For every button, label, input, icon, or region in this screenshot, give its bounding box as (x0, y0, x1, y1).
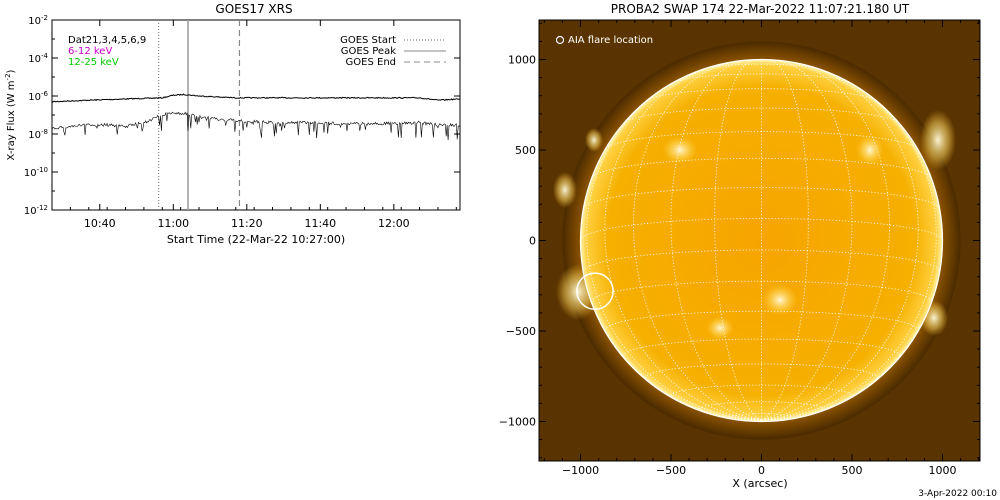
goes-x-tick-label: 11:40 (304, 217, 336, 230)
goes-y-tick-label: 10-2 (28, 14, 48, 27)
aia-flare-location-marker (576, 272, 614, 311)
goes-y-tick-label: 10-6 (28, 90, 48, 103)
goes-legend-label: GOES Peak (341, 46, 396, 57)
latitude-line (646, 88, 877, 101)
longitude-line (586, 76, 762, 421)
swap-y-tick-label: 1000 (508, 54, 536, 67)
longitude-line (580, 240, 762, 421)
swap-y-tick-label: −1000 (499, 415, 536, 428)
latitude-line (605, 131, 918, 149)
latitude-line (644, 363, 879, 379)
goes-y-tick-label: 10-10 (24, 166, 48, 179)
goes-x-tick-label: 12:00 (378, 217, 410, 230)
goes-x-tick-label: 10:40 (84, 217, 116, 230)
swap-x-axis-label: X (arcsec) (732, 477, 787, 490)
goes-event-markers (157, 20, 241, 210)
aia-flare-legend-symbol (555, 35, 565, 45)
longitude-line (633, 60, 762, 421)
goes-title: GOES17 XRS (215, 2, 292, 16)
goes-series-line (51, 93, 461, 103)
swap-x-tick-label: 0 (758, 464, 765, 477)
swap-image: AIA flare location (539, 20, 980, 461)
swap-x-ticks: −1000 −500 0 500 1000 (543, 20, 980, 477)
active-regions (553, 110, 956, 340)
swap-y-tick-label: 0 (529, 235, 536, 248)
swap-y-tick-label: −500 (506, 325, 536, 338)
longitude-line (761, 59, 853, 421)
swap-image-panel: PROBA2 SWAP 174 22-Mar-2022 11:07:21.180… (499, 2, 981, 490)
goes-legend-label: GOES End (346, 57, 396, 68)
goes-series (51, 93, 461, 141)
goes-x-ticks: 10:40 11:00 11:20 11:40 12:00 (51, 20, 457, 230)
latitude-line (670, 384, 853, 397)
longitude-line (714, 59, 762, 421)
goes-y-tick-label: 10-12 (24, 204, 48, 217)
goes-y-tick-label: 10-8 (28, 128, 48, 141)
solar-limb (579, 58, 944, 423)
goes-y-tick-label: 10-4 (28, 52, 48, 65)
goes-series-legend-entry: 12-25 keV (68, 57, 119, 68)
goes-series-line (51, 111, 461, 141)
goes-y-ticks: 10-2 10-4 10-6 10-8 10-10 10-12 (24, 14, 460, 217)
swap-x-tick-label: −500 (656, 464, 686, 477)
goes-x-axis-label: Start Time (22-Mar-22 10:27:00) (167, 233, 345, 246)
longitude-line (761, 60, 890, 421)
goes-series-legend-entry: 6-12 keV (68, 46, 112, 57)
goes-x-tick-label: 11:00 (157, 217, 189, 230)
goes-y-axis-label: X-ray Flux (W m-2) (4, 69, 17, 160)
goes-x-tick-label: 11:20 (231, 217, 263, 230)
latitude-line (582, 249, 941, 272)
longitude-line (761, 240, 943, 421)
goes-legend-label: GOES Start (340, 35, 396, 46)
longitude-line (761, 76, 937, 421)
footer-date: 3-Apr-2022 00:10 (918, 489, 997, 499)
aia-flare-legend-label: AIA flare location (568, 35, 653, 46)
swap-x-tick-label: 1000 (928, 464, 956, 477)
goes-datasets-label: Dat21,3,4,5,6,9 (68, 35, 146, 46)
swap-y-tick-label: 500 (515, 144, 536, 157)
swap-title: PROBA2 SWAP 174 22-Mar-2022 11:07:21.180… (611, 2, 910, 16)
heliographic-grid (580, 59, 943, 421)
latitude-line (591, 280, 932, 302)
longitude-line (670, 59, 762, 421)
swap-y-ticks: 1000 500 0 −500 −1000 (499, 22, 980, 459)
goes-plot: GOES17 XRS 10:40 11:00 11:20 11:40 12:00 10-… (4, 2, 461, 246)
longitude-line (761, 59, 809, 421)
goes-plot-frame (51, 19, 461, 211)
swap-x-tick-label: 500 (841, 464, 862, 477)
swap-x-tick-label: −1000 (562, 464, 599, 477)
